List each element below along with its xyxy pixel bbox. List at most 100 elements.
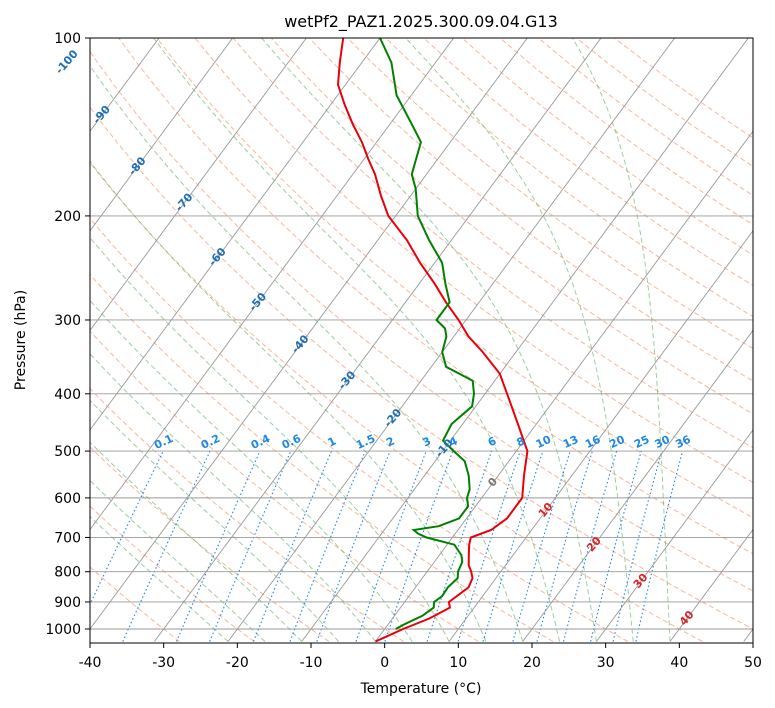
- moist-adiabat-line: [90, 236, 450, 642]
- mixing-ratio-line: [590, 450, 642, 642]
- dry-adiabat-line: [423, 38, 753, 287]
- mixing-ratio-line: [536, 450, 593, 642]
- reference-lines: [90, 38, 753, 642]
- mixing-ratio-label: 16: [583, 433, 603, 451]
- x-tick-label: -10: [300, 655, 323, 671]
- moist-adiabat-line: [90, 353, 376, 642]
- dry-adiabat-line: [499, 38, 753, 226]
- moist-adiabat-line: [571, 38, 671, 642]
- isotherm-line: [448, 230, 753, 642]
- mixing-ratio-label: 2: [384, 434, 396, 449]
- mixing-ratio-line: [90, 450, 164, 606]
- dry-adiabat-line: [156, 38, 753, 519]
- isotherm-line: [0, 38, 12, 642]
- mixing-ratio-label: 6: [486, 434, 499, 449]
- dry-adiabat-line: [347, 38, 753, 350]
- moist-adiabat-line: [90, 160, 487, 642]
- isotherm-label: -100: [53, 47, 81, 77]
- y-tick-label: 200: [54, 209, 81, 225]
- dry-adiabat-line: [90, 566, 180, 642]
- x-tick-label: 20: [523, 655, 541, 671]
- isotherm-line: [596, 429, 753, 642]
- x-tick-label: -40: [79, 655, 102, 671]
- isotherm-line: [743, 628, 753, 642]
- dry-adiabat-line: [90, 50, 753, 592]
- dry-adiabat-line: [90, 446, 330, 642]
- moist-adiabat-line: [90, 479, 266, 642]
- mixing-ratio-label: 20: [607, 433, 627, 451]
- moist-adiabat-line: [261, 38, 597, 642]
- dry-adiabat-line: [309, 38, 753, 382]
- x-axis: -40 -30 -20 -10 0 10 20 30 40 50: [79, 643, 762, 671]
- x-tick-label: 10: [449, 655, 467, 671]
- dewpoint-line: [379, 38, 476, 630]
- mixing-ratio-line: [209, 450, 292, 642]
- plot-frame: [89, 37, 754, 644]
- mixing-ratio-line: [355, 450, 427, 642]
- isotherm-label: 30: [631, 571, 651, 591]
- dry-adiabat-line: [194, 38, 753, 483]
- isotherm-label: -20: [381, 406, 404, 430]
- chart-title: wetPf2_PAZ1.2025.300.09.04.G13: [284, 12, 558, 32]
- isotherm-line: [90, 38, 381, 431]
- isotherm-line: [669, 528, 753, 642]
- moist-adiabat-line: [153, 38, 561, 642]
- isotherm-line: [154, 38, 602, 642]
- mixing-ratio-label: 30: [653, 433, 673, 451]
- x-tick-label: 50: [744, 655, 762, 671]
- isotherm-label: 0: [485, 475, 500, 490]
- mixing-ratio-line: [176, 450, 261, 642]
- isotherm-label: 40: [677, 608, 697, 628]
- grid: [0, 38, 753, 642]
- mixing-ratio-label: 1: [326, 434, 338, 449]
- x-tick-label: 40: [670, 655, 688, 671]
- y-tick-label: 500: [54, 444, 81, 460]
- x-tick-label: -20: [226, 655, 249, 671]
- isotherm-line: [90, 38, 455, 531]
- dry-adiabat-line: [90, 161, 703, 642]
- isotherm-label: -80: [126, 154, 149, 178]
- x-tick-label: 30: [597, 655, 615, 671]
- mixing-ratio-label: 0.1: [152, 432, 175, 452]
- mixing-ratio-label: 0.4: [249, 432, 272, 452]
- mixing-ratio-line: [457, 450, 521, 642]
- y-axis: 100 200 300 400 500 600 700 800 900 1000: [45, 31, 90, 638]
- x-axis-label: Temperature (°C): [360, 681, 482, 697]
- dry-adiabat-line: [90, 217, 629, 642]
- y-tick-label: 1000: [45, 622, 81, 638]
- dry-adiabat-line: [90, 106, 753, 630]
- y-tick-label: 800: [54, 565, 81, 581]
- dry-adiabat-line: [270, 38, 753, 415]
- dry-adiabat-line: [614, 38, 753, 139]
- mixing-ratio-label: 13: [561, 433, 580, 451]
- mixing-ratio-line: [384, 450, 454, 642]
- isotherm-label: -30: [336, 368, 359, 392]
- dry-adiabat-line: [90, 505, 255, 642]
- y-tick-label: 300: [54, 313, 81, 329]
- isotherm-line: [227, 38, 676, 642]
- isotherm-line: [90, 38, 307, 332]
- moist-adiabat-line: [90, 299, 413, 642]
- isotherm-line: [90, 38, 234, 232]
- temperature-line: [336, 38, 529, 643]
- mixing-ratio-label: 3: [420, 434, 432, 449]
- mixing-ratio-label: 25: [632, 433, 651, 451]
- isotherm-line: [375, 130, 753, 642]
- isotherm-label: -60: [206, 245, 229, 269]
- isotherm-label: 10: [536, 500, 556, 520]
- isotherm-label: -40: [289, 332, 312, 356]
- x-tick-label: -30: [152, 655, 175, 671]
- mixing-ratio-line: [562, 450, 618, 642]
- mixing-ratio-line: [426, 450, 493, 642]
- isotherm-label: -50: [246, 290, 269, 314]
- y-tick-label: 700: [54, 530, 81, 546]
- mixing-ratio-line: [512, 450, 571, 642]
- mixing-ratio-line: [612, 450, 663, 642]
- isotherm-line: [301, 38, 749, 642]
- dry-adiabat-line: [118, 38, 753, 555]
- mixing-ratio-line: [316, 450, 391, 642]
- mixing-ratio-line: [252, 450, 333, 642]
- mixing-ratio-label: 0.2: [199, 432, 222, 452]
- dry-adiabat-line: [232, 38, 753, 449]
